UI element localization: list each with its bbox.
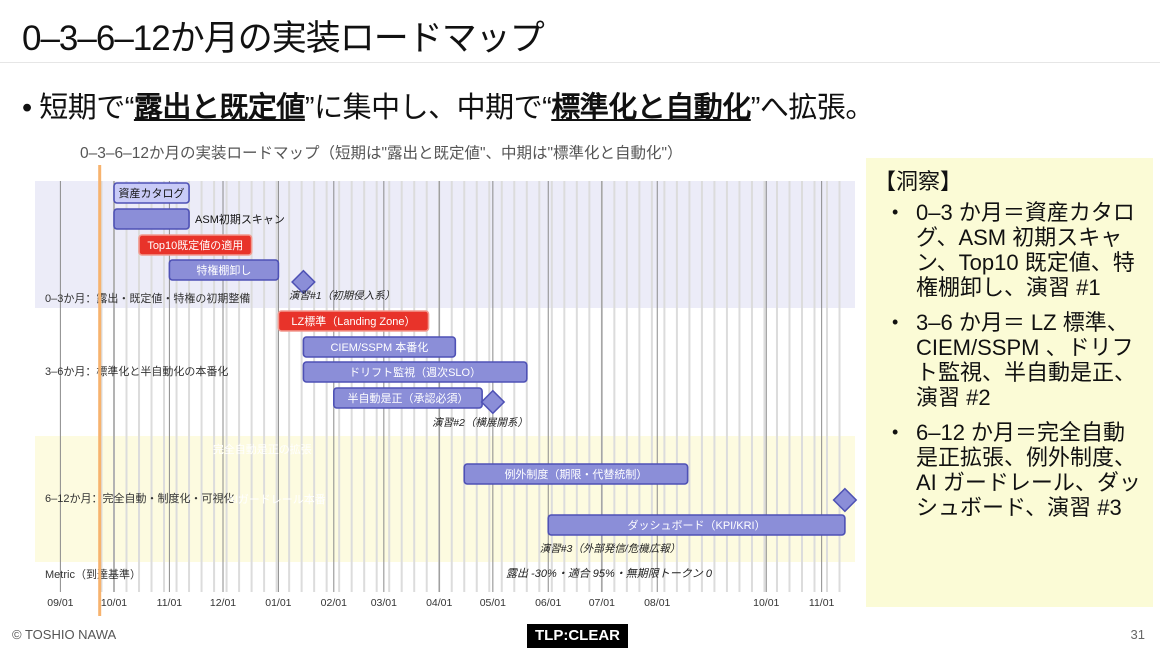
task-label: CIEM/SSPM 本番化 [330, 340, 428, 354]
insight-item: 3–6 か月＝ LZ 標準、CIEM/SSPM 、ドリフト監視、半自動是正、演習… [892, 310, 1145, 410]
x-tick-label: 06/01 [535, 597, 561, 609]
milestone-label: 演習#2（横展開系） [432, 417, 528, 429]
task-bar [302, 361, 528, 383]
copyright: © TOSHIO NAWA [12, 627, 117, 642]
task-bar [113, 208, 190, 230]
task-bar [168, 259, 280, 281]
tlp-badge: TLP:CLEAR [527, 624, 628, 648]
x-tick-label: 09/01 [47, 597, 73, 609]
slide-title: 0–3–6–12か月の実装ロードマップ [22, 19, 545, 58]
key-message-emphasis-2: 標準化と自動化 [551, 92, 751, 124]
insight-panel: 【洞察】 0–3 か月＝資産カタログ、ASM 初期スキャン、Top10 既定値、… [866, 158, 1153, 607]
task-bar [333, 387, 483, 409]
x-tick-label: 08/01 [644, 597, 670, 609]
task-bar [113, 182, 190, 204]
insight-item: 0–3 か月＝資産カタログ、ASM 初期スキャン、Top10 既定値、特権棚卸し… [892, 200, 1145, 300]
insight-heading: 【洞察】 [874, 169, 963, 194]
section-label: 0–3か月：露出・既定値・特権の初期整備 [45, 291, 250, 305]
section-band-2 [35, 436, 855, 562]
key-message-pre: 短期で“ [39, 92, 134, 124]
key-message-post: ”へ拡張。 [750, 92, 875, 124]
x-tick-label: 01/01 [265, 597, 291, 609]
x-tick-label: 11/01 [809, 597, 835, 609]
section-band-3 [35, 562, 855, 592]
milestone-diamond [291, 269, 316, 295]
task-label: AIガードレール本番 [227, 492, 325, 506]
task-bar [138, 234, 253, 256]
task-label: 特権棚卸し [196, 263, 251, 277]
chart-title: 0–3–6–12か月の実装ロードマップ（短期は"露出と既定値"、中期は"標準化と… [80, 145, 683, 162]
x-tick-label: 04/01 [426, 597, 452, 609]
x-tick-label: 10/01 [101, 597, 127, 609]
x-tick-label: 07/01 [589, 597, 615, 609]
task-label: 例外制度（期限・代替統制） [504, 467, 647, 481]
x-tick-label: 12/01 [210, 597, 236, 609]
task-label: ASM初期スキャン [195, 212, 285, 226]
key-message-emphasis-1: 露出と既定値 [133, 92, 306, 124]
task-label: 資産カタログ [119, 186, 185, 200]
milestone-label: 演習#3（外部発信/危機広報） [540, 543, 681, 555]
section-label: 6–12か月：完全自動・制度化・可視化 [45, 491, 234, 505]
gantt-chart: 10/01 11/01 12/01 01/01 02/01 03/01 04/01 05/01… [35, 165, 858, 616]
milestone-diamond [480, 389, 506, 415]
task-bar [463, 463, 689, 485]
x-tick-label: 03/01 [371, 597, 397, 609]
insight-item: 6–12 か月＝完全自動是正拡張、例外制度、AI ガードレール、ダッシュボード、… [892, 420, 1145, 520]
x-tick-label: 10/01 [753, 597, 779, 609]
milestone-diamond [832, 487, 858, 513]
x-tick-label: 05/01 [480, 597, 506, 609]
x-tick-label: 11/01 [157, 597, 183, 609]
metric-note: 露出 -30%・適合 95%・無期限トークン 0 [506, 567, 713, 580]
title-divider [0, 62, 1160, 63]
task-label: Top10既定値の適用 [147, 238, 243, 252]
section-label: Metric（到達基準） [45, 567, 141, 581]
page-number: 31 [1130, 627, 1145, 642]
section-label: 3–6か月：標準化と半自動化の本番化 [45, 364, 228, 378]
task-bar [277, 310, 430, 332]
task-label: 完全自動是正の拡張 [213, 442, 312, 456]
task-label: 半自動是正（承認必須） [347, 391, 468, 405]
key-message: • 短期で“露出と既定値”に集中し、中期で“標準化と自動化”へ拡張。 [22, 92, 875, 124]
milestone-label: 演習#1（初期侵入系） [289, 290, 395, 302]
task-label: ダッシュボード（KPI/KRI） [627, 518, 765, 532]
key-message-mid: ”に集中し、中期で“ [304, 92, 552, 124]
task-label: LZ標準（Landing Zone） [291, 314, 415, 328]
task-bar [547, 514, 846, 536]
x-tick-label: 02/01 [321, 597, 347, 609]
task-label: ドリフト監視（週次SLO） [349, 365, 481, 379]
task-bar [302, 336, 457, 358]
